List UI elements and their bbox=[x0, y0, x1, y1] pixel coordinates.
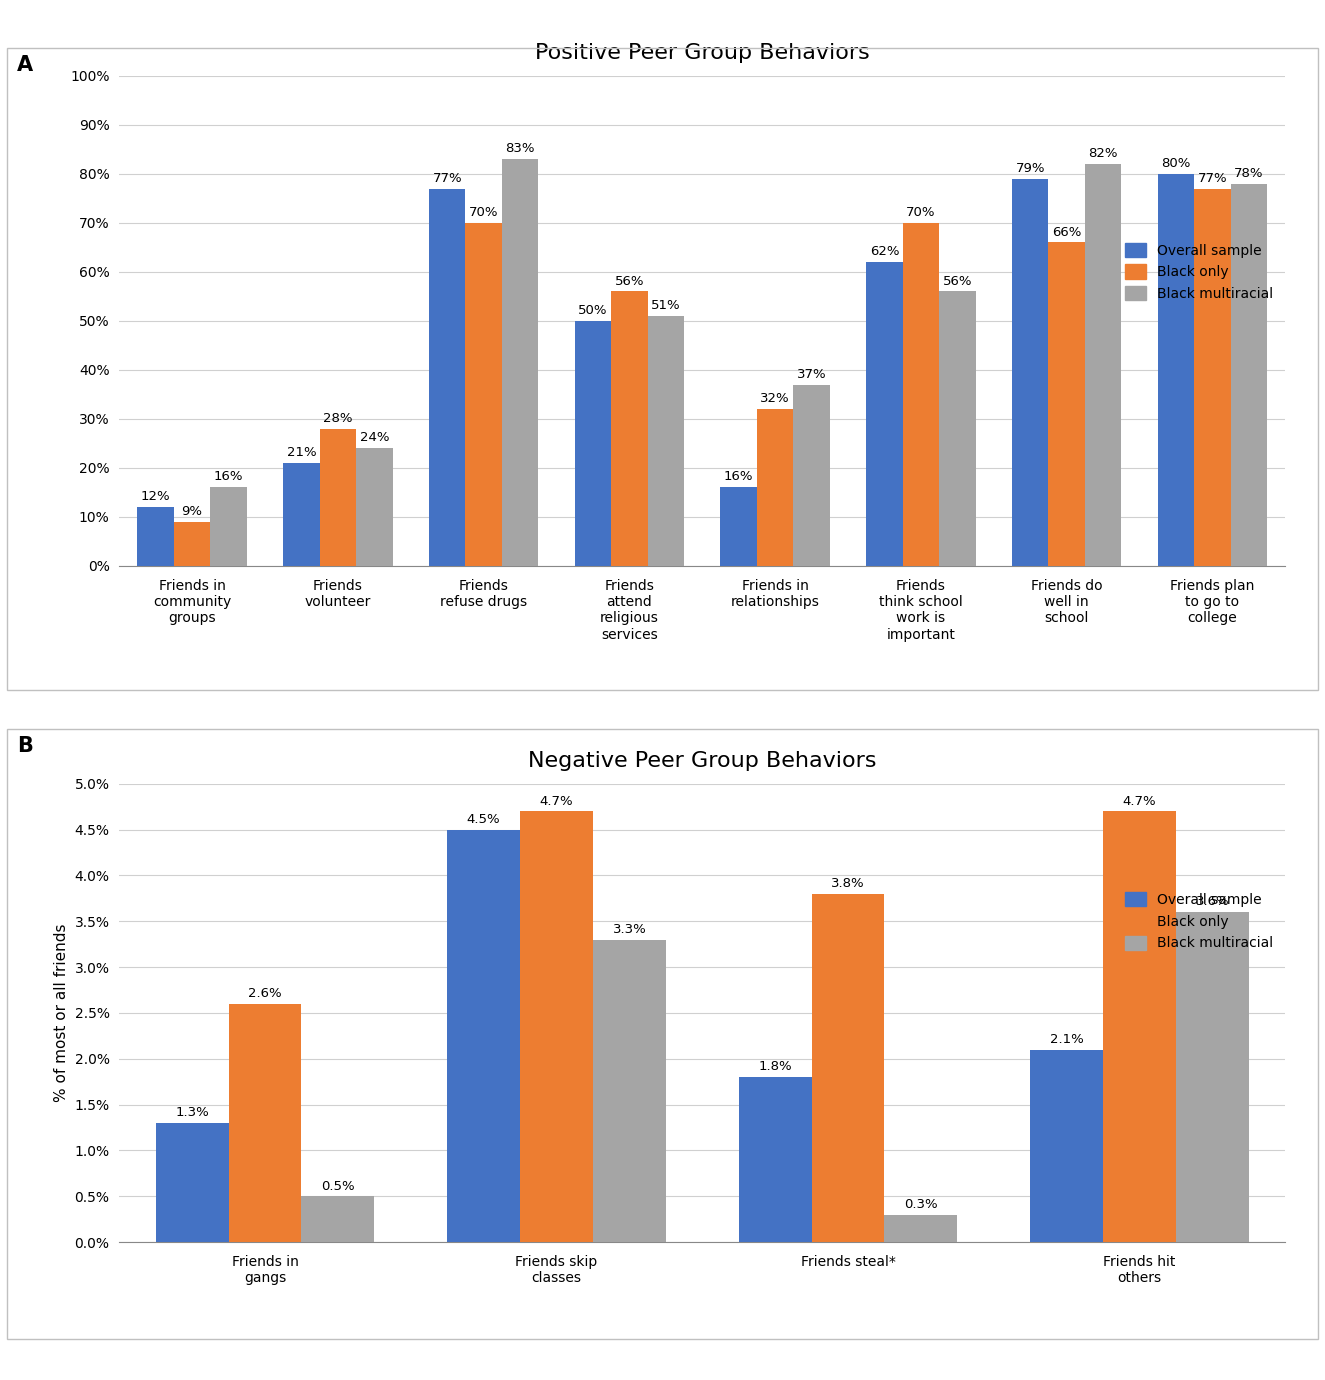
Bar bbox=[156, 1123, 228, 1242]
Bar bbox=[902, 224, 939, 566]
Bar bbox=[211, 487, 246, 566]
Bar bbox=[1231, 184, 1267, 566]
Bar bbox=[284, 462, 319, 566]
Bar bbox=[1102, 811, 1177, 1242]
Text: 56%: 56% bbox=[615, 275, 644, 287]
Text: B: B bbox=[17, 736, 33, 755]
Text: 62%: 62% bbox=[869, 246, 900, 258]
Bar bbox=[1177, 912, 1248, 1242]
Text: 1.3%: 1.3% bbox=[175, 1107, 209, 1119]
Text: 37%: 37% bbox=[796, 367, 827, 381]
Text: 77%: 77% bbox=[1198, 171, 1227, 185]
Bar bbox=[429, 189, 465, 566]
Text: 82%: 82% bbox=[1088, 148, 1118, 160]
Text: 3.8%: 3.8% bbox=[831, 878, 865, 890]
Text: 4.7%: 4.7% bbox=[1122, 795, 1157, 807]
Bar bbox=[138, 506, 174, 566]
Bar bbox=[1085, 164, 1121, 566]
Legend: Overall sample, Black only, Black multiracial: Overall sample, Black only, Black multir… bbox=[1120, 237, 1279, 306]
Bar bbox=[757, 408, 794, 566]
Text: 12%: 12% bbox=[140, 490, 171, 504]
Bar bbox=[228, 1003, 301, 1242]
Text: 2.6%: 2.6% bbox=[248, 987, 282, 1000]
Bar bbox=[939, 291, 975, 566]
Text: 70%: 70% bbox=[469, 206, 498, 219]
Bar bbox=[811, 894, 885, 1242]
Bar bbox=[319, 429, 356, 566]
Text: 16%: 16% bbox=[213, 471, 244, 483]
Bar bbox=[611, 291, 648, 566]
Bar bbox=[867, 262, 902, 566]
Legend: Overall sample, Black only, Black multiracial: Overall sample, Black only, Black multir… bbox=[1120, 886, 1279, 956]
Bar bbox=[356, 448, 392, 566]
Bar bbox=[502, 159, 538, 566]
Bar bbox=[885, 1214, 957, 1242]
Bar bbox=[1194, 189, 1231, 566]
Title: Negative Peer Group Behaviors: Negative Peer Group Behaviors bbox=[527, 751, 877, 771]
Bar bbox=[575, 322, 611, 566]
Bar bbox=[174, 522, 211, 566]
Text: 2.1%: 2.1% bbox=[1049, 1032, 1084, 1046]
Text: 51%: 51% bbox=[651, 299, 681, 312]
Bar bbox=[1031, 1050, 1102, 1242]
Bar bbox=[1012, 179, 1048, 566]
Text: 32%: 32% bbox=[761, 392, 790, 406]
Text: 0.5%: 0.5% bbox=[321, 1180, 355, 1192]
Text: 3.6%: 3.6% bbox=[1195, 896, 1230, 908]
Text: 70%: 70% bbox=[906, 206, 935, 219]
Text: 83%: 83% bbox=[505, 142, 535, 156]
Bar bbox=[465, 224, 502, 566]
Bar bbox=[519, 811, 592, 1242]
Text: 56%: 56% bbox=[942, 275, 973, 287]
Text: 80%: 80% bbox=[1161, 157, 1191, 170]
Text: 66%: 66% bbox=[1052, 225, 1081, 239]
Bar bbox=[301, 1196, 374, 1242]
Bar bbox=[721, 487, 757, 566]
Bar bbox=[794, 385, 829, 566]
Text: 1.8%: 1.8% bbox=[758, 1060, 792, 1074]
Bar bbox=[592, 940, 665, 1242]
Text: 16%: 16% bbox=[723, 471, 754, 483]
Text: 9%: 9% bbox=[182, 505, 203, 518]
Bar bbox=[648, 316, 684, 566]
Text: 4.7%: 4.7% bbox=[539, 795, 574, 807]
Text: 77%: 77% bbox=[432, 171, 462, 185]
Bar bbox=[1158, 174, 1194, 566]
Title: Positive Peer Group Behaviors: Positive Peer Group Behaviors bbox=[535, 43, 869, 63]
Text: 21%: 21% bbox=[286, 446, 317, 460]
Bar bbox=[1048, 243, 1085, 566]
Bar bbox=[739, 1076, 811, 1242]
Text: 24%: 24% bbox=[359, 432, 390, 444]
Text: 0.3%: 0.3% bbox=[904, 1198, 938, 1210]
Text: 28%: 28% bbox=[323, 411, 352, 425]
Y-axis label: % of most or all friends: % of most or all friends bbox=[54, 923, 69, 1103]
Text: A: A bbox=[17, 55, 33, 75]
Text: 50%: 50% bbox=[578, 304, 608, 317]
Bar bbox=[447, 829, 519, 1242]
Text: 3.3%: 3.3% bbox=[612, 923, 647, 936]
Text: 78%: 78% bbox=[1234, 167, 1264, 179]
Text: 4.5%: 4.5% bbox=[466, 813, 501, 827]
Text: 79%: 79% bbox=[1015, 161, 1045, 175]
